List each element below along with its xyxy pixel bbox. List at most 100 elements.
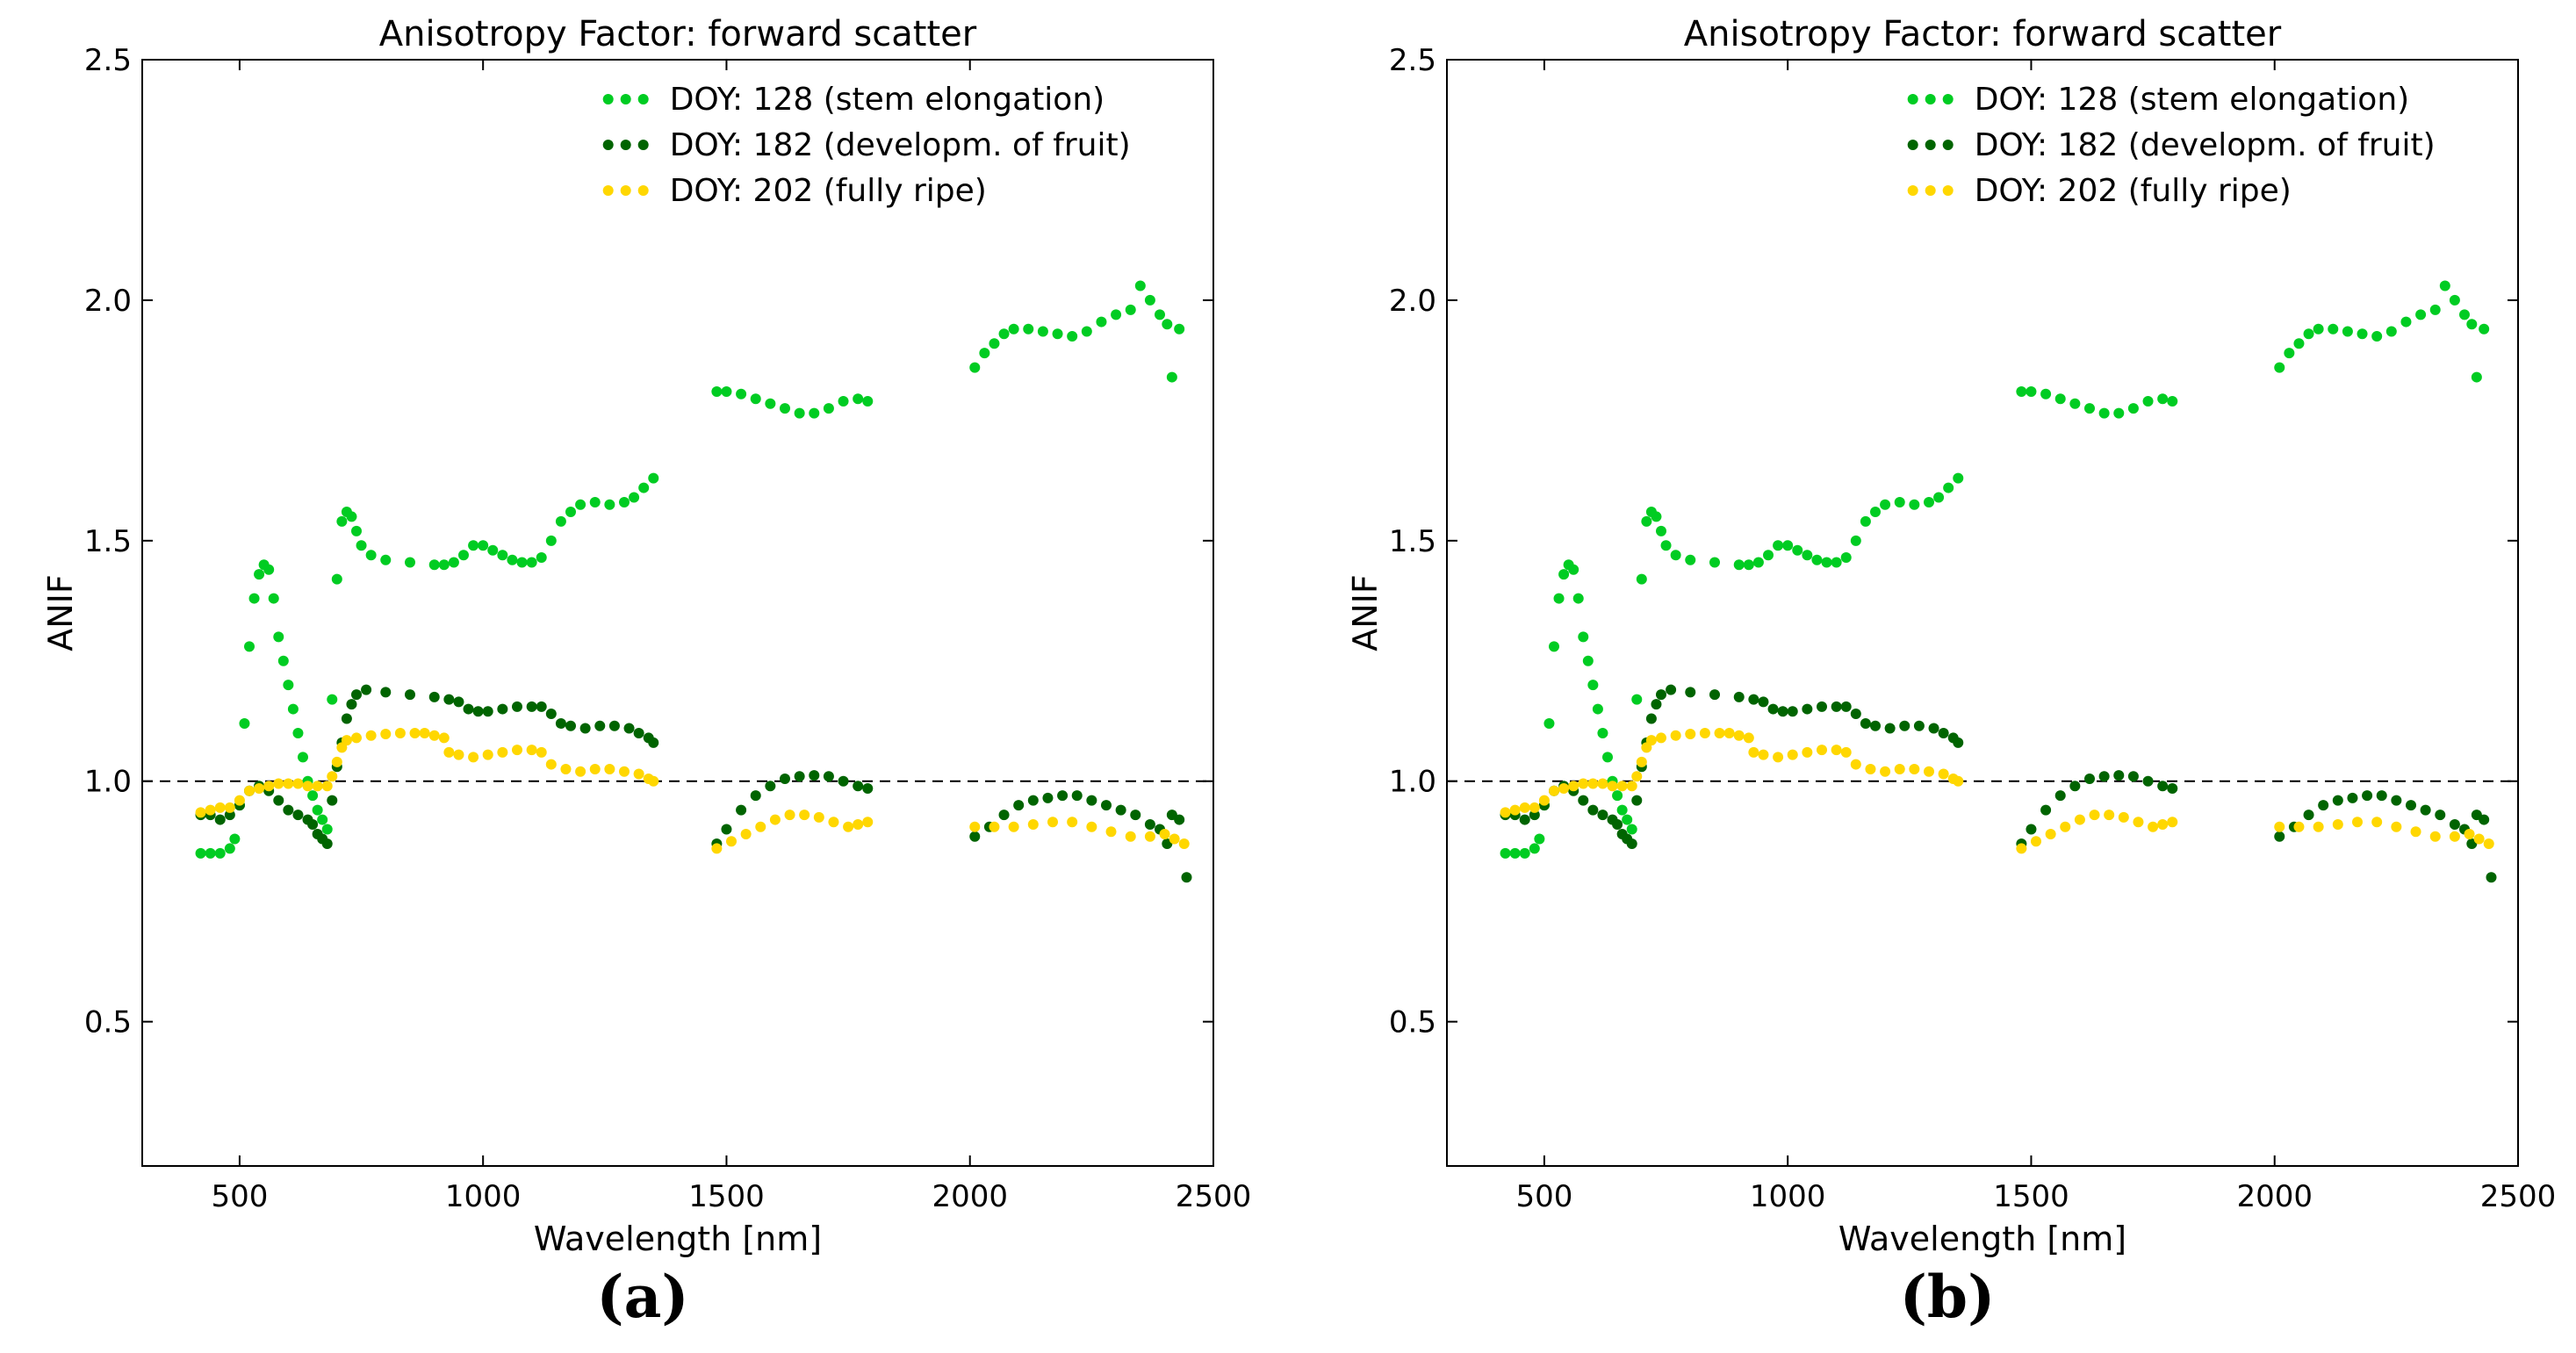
data-point (629, 492, 640, 503)
x-tick-label: 1000 (445, 1179, 522, 1214)
data-point (1543, 718, 1555, 729)
data-point (2429, 304, 2441, 315)
panel-label: (b) (1900, 1263, 1996, 1331)
data-point (1166, 371, 1177, 383)
data-point (1125, 304, 1136, 315)
data-point (1558, 782, 1570, 794)
data-point (351, 689, 362, 701)
data-point (1101, 800, 1112, 811)
data-point (1047, 817, 1058, 828)
data-point (2391, 821, 2402, 832)
data-point (1909, 499, 1920, 510)
legend-label: DOY: 182 (developm. of fruit) (670, 127, 1131, 163)
data-point (608, 720, 620, 731)
x-tick-label: 500 (211, 1179, 268, 1214)
data-point (1008, 323, 1019, 335)
data-point (244, 785, 255, 796)
series-2 (195, 684, 1192, 883)
data-point (2284, 348, 2295, 359)
data-point (638, 482, 650, 493)
data-point (2113, 407, 2125, 419)
data-point (998, 328, 1010, 340)
data-point (560, 764, 572, 775)
data-point (2303, 810, 2314, 821)
data-point (214, 814, 226, 825)
data-point (1865, 764, 1876, 775)
data-point (239, 718, 250, 729)
data-point (2274, 831, 2285, 842)
data-point (1758, 749, 1769, 760)
data-point (438, 732, 450, 744)
data-point (2054, 790, 2066, 802)
data-point (633, 768, 644, 780)
data-point (263, 564, 275, 575)
data-point (2133, 817, 2144, 828)
x-tick-label: 500 (1515, 1179, 1572, 1214)
legend-marker (637, 185, 649, 196)
data-point (575, 499, 586, 510)
y-tick-label: 2.0 (84, 284, 132, 319)
data-point (1597, 810, 1608, 821)
data-point (1612, 819, 1623, 831)
data-point (1013, 800, 1025, 811)
data-point (1067, 817, 1078, 828)
data-point (1840, 746, 1852, 758)
legend-entry: DOY: 182 (developm. of fruit) (602, 127, 1131, 163)
legend-marker (1925, 94, 1936, 104)
data-point (1860, 718, 1871, 729)
x-tick-label: 1500 (1993, 1179, 2069, 1214)
data-point (1105, 826, 1117, 838)
data-point (2054, 393, 2066, 405)
data-point (1622, 814, 1633, 825)
y-tick-label: 2.0 (1389, 284, 1436, 319)
data-point (2045, 829, 2056, 839)
data-point (327, 795, 338, 806)
data-point (1758, 696, 1769, 708)
data-point (1037, 326, 1048, 337)
data-point (254, 569, 265, 580)
data-point (317, 814, 328, 825)
data-point (405, 557, 415, 568)
data-point (2318, 800, 2329, 811)
data-point (482, 749, 493, 760)
data-point (1042, 792, 1054, 803)
data-point (1602, 752, 1613, 763)
data-point (1607, 781, 1618, 792)
data-point (1666, 684, 1677, 695)
data-point (1938, 768, 1949, 780)
data-point (809, 770, 820, 781)
data-point (721, 824, 732, 835)
data-point (1924, 766, 1934, 777)
data-point (575, 766, 586, 777)
data-point (331, 756, 342, 767)
data-point (458, 550, 469, 561)
data-point (780, 774, 790, 784)
data-point (1714, 727, 1725, 738)
data-point (1840, 552, 1852, 563)
data-point (1616, 781, 1628, 792)
data-point (1782, 540, 1794, 551)
data-point (321, 824, 333, 835)
data-point (478, 540, 489, 551)
data-point (1578, 631, 1589, 643)
data-point (1572, 593, 1584, 604)
series-3 (195, 727, 1190, 854)
data-point (536, 746, 547, 758)
series-2 (1500, 684, 2497, 883)
data-point (823, 403, 834, 414)
data-point (2157, 393, 2169, 405)
data-point (1709, 557, 1720, 568)
data-point (1850, 709, 1861, 720)
y-tick-label: 1.0 (1389, 765, 1436, 800)
data-point (1933, 492, 1945, 503)
data-point (448, 557, 459, 568)
data-point (453, 696, 464, 708)
data-point (234, 795, 245, 806)
data-point (1144, 294, 1155, 306)
data-point (2142, 395, 2154, 407)
data-point (2274, 362, 2285, 373)
data-point (2328, 323, 2339, 335)
data-point (356, 540, 367, 551)
data-point (1086, 795, 1097, 806)
